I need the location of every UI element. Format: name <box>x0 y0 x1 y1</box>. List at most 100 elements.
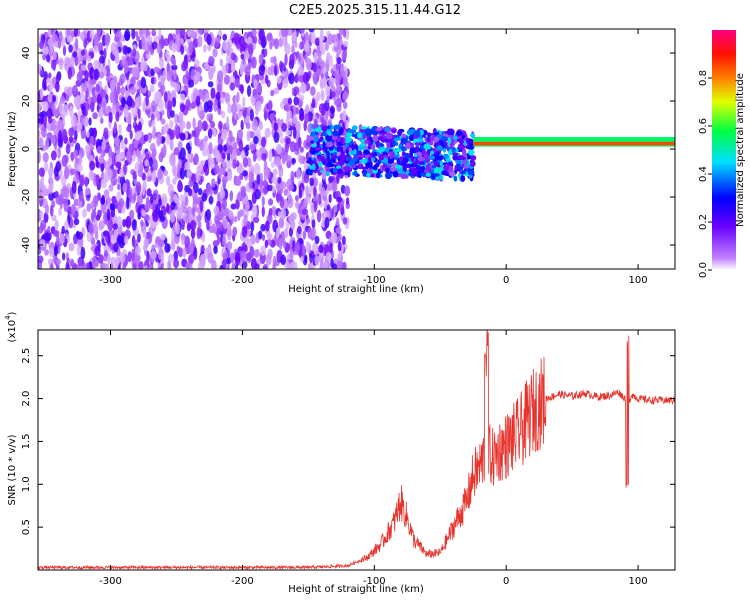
spectrogram-cell <box>198 104 203 112</box>
spectrogram-cell <box>218 167 222 180</box>
spectrogram-cell <box>217 108 222 116</box>
spectrogram-cell <box>261 196 265 207</box>
spectrogram-cell <box>157 98 164 111</box>
spectrogram-cell <box>329 242 333 254</box>
spectrogram-cell <box>379 145 386 153</box>
spectrogram-cell <box>55 235 60 247</box>
spectrogram-cell <box>254 93 260 101</box>
spectrogram-cell <box>310 150 317 155</box>
spectrogram-cell <box>222 129 228 139</box>
spectrogram-cell <box>274 65 278 77</box>
spectrogram-cell <box>248 171 254 184</box>
spectrogram-cell <box>281 122 288 133</box>
spectrogram-cell <box>418 155 424 162</box>
spectrogram-cell <box>452 135 458 140</box>
spectrogram-cell <box>360 126 367 130</box>
spectrogram-cell <box>55 161 62 172</box>
y-tick-label: 0.5 <box>21 519 32 535</box>
spectrogram-cell <box>209 113 214 121</box>
spectrogram-cell <box>250 234 256 245</box>
spectrogram-cell <box>289 261 296 269</box>
spectrogram-cell <box>268 207 273 216</box>
spectrogram-cell <box>232 226 238 237</box>
spectrogram-cell <box>375 172 381 179</box>
spectrogram-cell <box>222 33 228 41</box>
spectrogram-cell <box>186 169 192 178</box>
spectrogram-cell <box>299 107 304 118</box>
spectrogram-cell <box>288 72 295 85</box>
colorbar-tick-label: 0.8 <box>698 70 709 86</box>
spectrogram-cell <box>50 263 54 269</box>
spectrogram-cell <box>180 44 185 55</box>
spectrogram-cell <box>240 53 245 60</box>
spectrogram-cell <box>38 129 41 137</box>
spectrogram-cell <box>137 212 142 220</box>
spectrogram-cell <box>256 83 262 94</box>
spectrogram-cell <box>169 119 174 129</box>
spectrogram-cell <box>58 101 64 115</box>
spectrogram-cell <box>180 232 185 246</box>
spectrogram-cell <box>235 179 242 186</box>
spectrogram-cell <box>172 177 177 185</box>
spectrogram-cell <box>90 236 96 246</box>
spectrogram-cell <box>319 187 326 198</box>
spectrogram-cell <box>141 183 146 196</box>
spectrogram-cell <box>72 85 78 92</box>
spectrogram-cell <box>221 97 225 104</box>
spectrogram-cell <box>38 137 44 150</box>
spectrogram-cell <box>158 152 164 163</box>
spectrogram-cell <box>50 150 57 161</box>
spectrogram-cell <box>149 251 157 259</box>
spectrogram-cell <box>312 74 319 85</box>
spectrogram-cell <box>408 172 413 177</box>
spectrogram-cell <box>245 122 251 130</box>
spectrogram-cell <box>38 167 45 177</box>
spectrogram-cell <box>288 184 294 191</box>
snr-y-scale-base: (x10 <box>7 320 18 343</box>
spectrogram-cell <box>159 57 165 69</box>
x-tick-label: 100 <box>629 275 648 286</box>
spectrogram-cell <box>158 29 162 40</box>
spectrogram-cell <box>194 75 198 83</box>
spectrogram-cell <box>280 254 287 266</box>
spectrogram-cell <box>342 90 349 100</box>
spectrogram-cell <box>345 197 350 205</box>
spectrogram-cell <box>266 33 273 41</box>
spectrogram-cell <box>142 100 146 112</box>
colorbar-ticks: 0.0 0.2 0.4 0.6 0.8 <box>698 70 712 278</box>
spectrogram-cell <box>73 149 79 159</box>
spectrogram-cell <box>222 217 228 230</box>
spectrogram-cell <box>336 172 340 185</box>
spectrogram-cell <box>385 132 393 140</box>
spectrogram-cell <box>319 136 324 141</box>
spectrogram-cell <box>292 35 297 42</box>
spectrogram-cell <box>151 41 158 50</box>
spectrogram-cell <box>196 214 201 223</box>
spectrogram-cell <box>272 263 277 269</box>
spectrogram-cell <box>118 78 124 87</box>
spectrogram-cell <box>196 137 200 148</box>
spectrogram-cell <box>223 144 228 152</box>
spectrogram-cell <box>100 162 105 173</box>
spectrogram-cell <box>400 137 408 144</box>
spectrogram-cell <box>193 247 198 260</box>
spectrogram-cell <box>395 147 402 153</box>
spectrogram-cell <box>314 235 320 245</box>
spectrogram-cell <box>89 29 94 40</box>
spectrogram-cell <box>328 193 332 203</box>
spectrogram-cell <box>131 219 137 231</box>
spectrogram-cell <box>319 261 325 269</box>
spectrogram-cell <box>265 253 272 266</box>
spectrogram-cell <box>131 248 135 262</box>
spectrogram-cell <box>417 138 424 142</box>
spectrogram-cell <box>315 146 321 151</box>
spectrogram-cell <box>43 212 49 224</box>
spectrogram-cell <box>185 142 191 151</box>
spectrogram-cell <box>363 149 370 155</box>
spectrogram-cell <box>48 81 53 93</box>
spectrogram-cell <box>129 86 136 95</box>
spectrogram-cell <box>295 121 301 133</box>
spectrogram-cell <box>299 94 305 101</box>
spectrogram-cell <box>282 240 287 248</box>
